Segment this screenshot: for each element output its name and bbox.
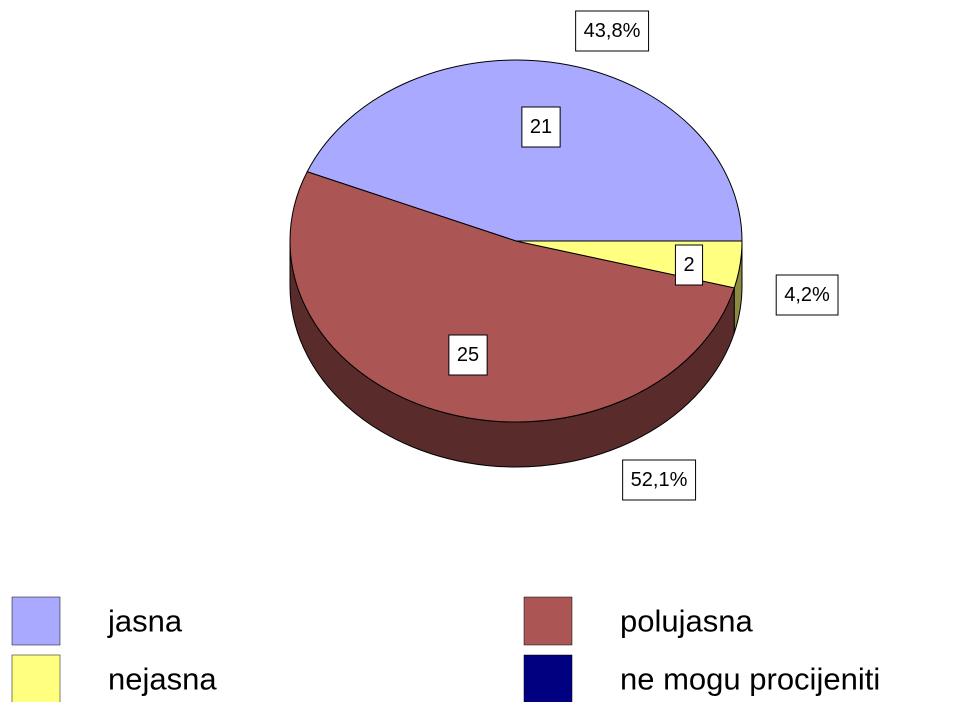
legend-swatch (11, 654, 61, 702)
legend-label: polujasna (620, 604, 753, 639)
label-box (622, 459, 697, 501)
slice (289, 171, 735, 423)
value-label: 25 (448, 334, 488, 376)
slice (306, 59, 743, 242)
legend-swatch (523, 654, 573, 702)
percent-label-text: 52,1% (631, 469, 688, 491)
legend-swatch (11, 596, 61, 646)
percent-label-text: 4,2% (784, 284, 830, 306)
label-box (448, 334, 488, 376)
percent-label: 52,1% (622, 459, 697, 501)
value-label-text: 25 (457, 344, 479, 366)
pie-tops (289, 59, 743, 423)
legend-label: nejasna (108, 662, 217, 697)
percent-label-text: 43,8% (584, 20, 641, 42)
percent-label: 43,8% (575, 10, 650, 52)
label-box (575, 10, 650, 52)
percent-label: 4,2% (775, 274, 839, 316)
label-box (521, 106, 561, 148)
label-box (775, 274, 839, 316)
legend-swatch (523, 596, 573, 646)
value-label-text: 21 (530, 116, 552, 138)
legend-label: ne mogu procijeniti (620, 662, 880, 697)
label-box (674, 244, 704, 286)
legend-label: jasna (107, 604, 183, 639)
value-label: 2 (674, 244, 704, 286)
value-label-text: 2 (683, 254, 694, 276)
value-label: 21 (521, 106, 561, 148)
